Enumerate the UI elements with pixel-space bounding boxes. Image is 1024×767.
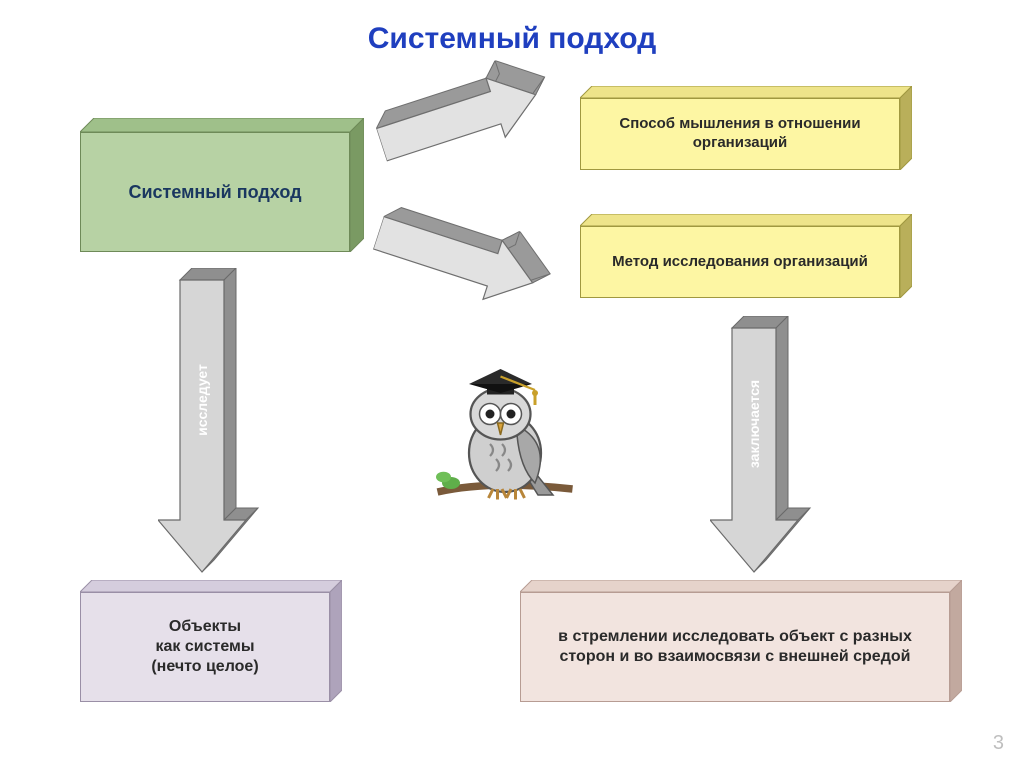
page-number: 3 xyxy=(993,732,1004,755)
box-thinking: Способ мышления в отношении организаций xyxy=(580,86,912,170)
arrow-down-left xyxy=(158,268,262,576)
box-method: Метод исследования организаций xyxy=(580,214,912,298)
arrow-right-label: заключается xyxy=(746,364,762,484)
arrow-left-label: исследует xyxy=(194,340,210,460)
box-main: Системный подход xyxy=(80,118,364,252)
box-striving: в стремлении исследовать объект с разных… xyxy=(520,580,962,702)
arrow-to-method xyxy=(368,190,564,322)
arrow-to-thinking xyxy=(368,46,564,178)
owl-icon xyxy=(430,360,580,510)
box-objects: Объекты как системы (нечто целое) xyxy=(80,580,342,702)
arrow-down-right xyxy=(710,316,814,576)
diagram-title: Системный подход xyxy=(0,22,1024,56)
